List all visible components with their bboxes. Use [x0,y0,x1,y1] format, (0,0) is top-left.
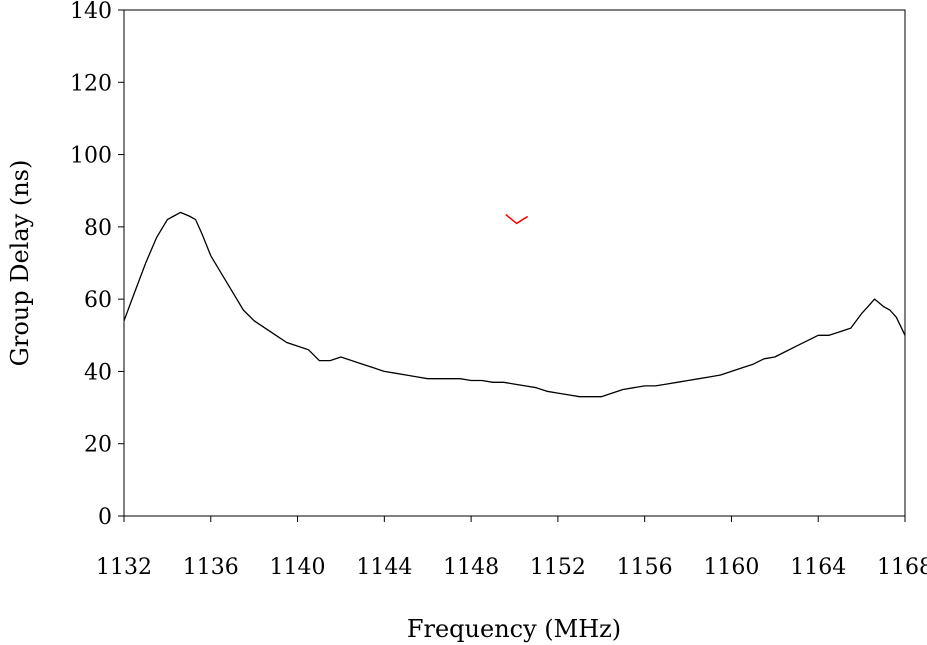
x-tick-label: 1160 [703,555,759,580]
y-tick-label: 60 [84,288,112,313]
x-axis-ticks: 1132 1136 1140 1144 1148 1152 1156 1160 1164 1168 [96,516,927,580]
y-tick-label: 0 [98,505,112,530]
marker-layer [505,213,529,225]
y-tick-label: 40 [84,360,112,385]
plot-frame [123,9,906,517]
x-tick-label: 1152 [530,555,586,580]
series-layer [123,211,906,398]
series-line [123,211,906,398]
y-tick-label: 20 [84,433,112,458]
y-tick-label: 120 [70,71,112,96]
x-tick-label: 1156 [617,555,673,580]
x-tick-label: 1164 [790,555,846,580]
x-tick-label: 1136 [183,555,239,580]
x-tick-label: 1168 [877,555,927,580]
x-tick-label: 1148 [443,555,499,580]
y-axis-ticks: 0 20 40 60 80 100 120 140 [70,0,124,530]
x-tick-label: 1144 [356,555,412,580]
y-tick-label: 80 [84,216,112,241]
red-v-marker [505,213,529,225]
x-tick-label: 1132 [96,555,152,580]
plot-area-border [123,9,906,517]
y-axis-title: Group Delay (ns) [6,160,34,367]
x-tick-label: 1140 [270,555,326,580]
y-tick-label: 140 [70,0,112,24]
y-tick-label: 100 [70,144,112,169]
x-axis-title: Frequency (MHz) [407,615,621,643]
